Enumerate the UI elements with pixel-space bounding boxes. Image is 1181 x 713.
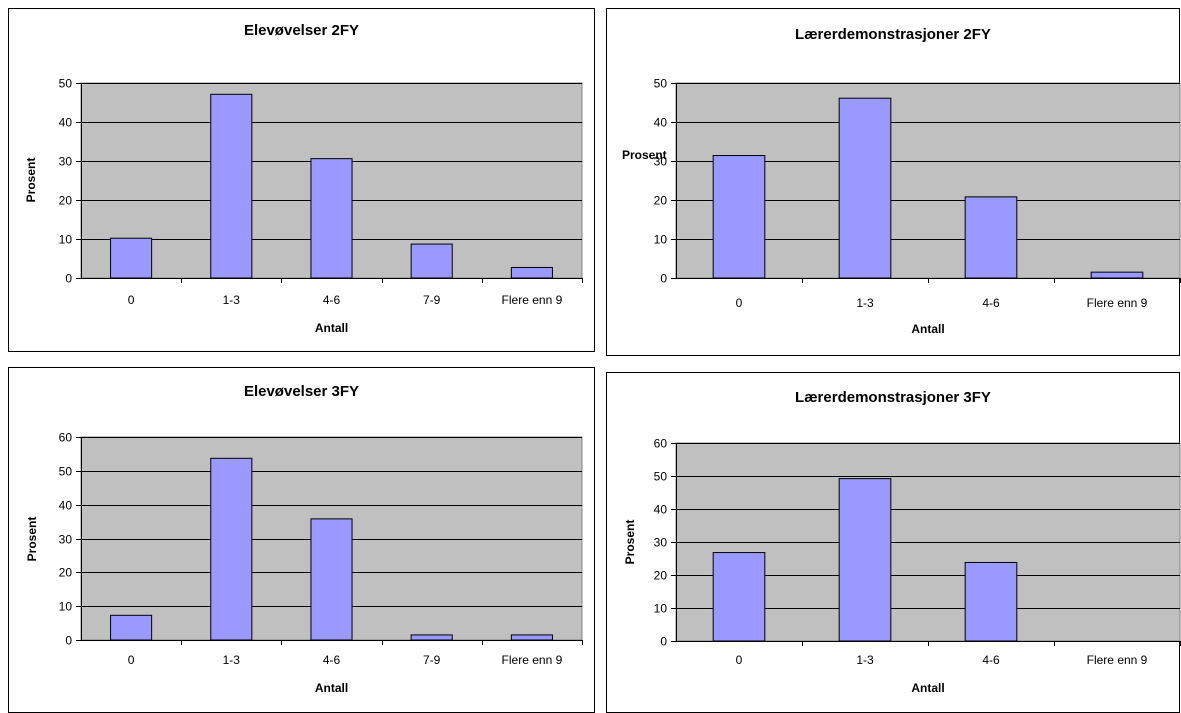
chart-title: Lærerdemonstrasjoner 3FY: [795, 389, 991, 406]
chart-svg: 0 10 20 30 40 50 0 1-3 4-6 7-9 Flere enn 9 Elevøvel…: [8, 8, 595, 352]
y-tick-label: 10: [59, 233, 73, 247]
y-tick-label: 10: [59, 600, 73, 614]
y-tick-label: 20: [654, 569, 668, 583]
y-axis-title: Prosent: [623, 520, 637, 565]
y-tick-label: 20: [59, 566, 73, 580]
y-tick-label: 30: [654, 155, 668, 169]
y-tick-label: 20: [654, 194, 668, 208]
x-tick-label: 1-3: [223, 293, 241, 307]
x-tick-label: 4-6: [323, 653, 341, 667]
y-tick-label: 50: [654, 77, 668, 91]
x-tick-label: 4-6: [982, 296, 1000, 310]
y-tick-label: 50: [59, 77, 73, 91]
y-tick-label: 20: [59, 194, 73, 208]
chart-svg: 0 10 20 30 40 50 0 1-3 4-6 Flere enn 9 Lærerdemons…: [606, 8, 1181, 356]
chart-elevovelser-3fy: 0 10 20 30 40 50 60 0 1-3 4-6 7-9 Flere enn 9 Elevøv…: [8, 367, 595, 713]
x-tick-label: 1-3: [856, 653, 874, 667]
x-axis-title: Antall: [315, 681, 348, 695]
y-tick-label: 50: [654, 470, 668, 484]
y-tick-label: 30: [654, 536, 668, 550]
x-tick-label: 7-9: [423, 653, 441, 667]
bar: [510, 266, 553, 279]
y-tick-label: 10: [654, 602, 668, 616]
bar: [210, 457, 253, 641]
y-tick-label: 0: [660, 635, 667, 649]
y-tick-label: 0: [65, 634, 72, 648]
y-tick-label: 40: [59, 116, 73, 130]
bar: [210, 93, 253, 279]
y-tick-label: 40: [59, 499, 73, 513]
chart-svg: 0 10 20 30 40 50 60 0 1-3 4-6 Flere enn 9 Lærerdemo…: [606, 372, 1181, 713]
chart-laererdemonstrasjoner-3fy: 0 10 20 30 40 50 60 0 1-3 4-6 Flere enn 9 Lærerdemo…: [606, 372, 1181, 713]
x-axis-title: Antall: [911, 681, 944, 695]
y-axis-title: Prosent: [25, 517, 39, 562]
x-tick-label: 0: [736, 296, 743, 310]
bar: [1090, 271, 1144, 279]
bar: [964, 561, 1018, 642]
bar: [712, 552, 766, 642]
chart-laererdemonstrasjoner-2fy: 0 10 20 30 40 50 0 1-3 4-6 Flere enn 9 Lærerdemons…: [606, 8, 1181, 356]
chart-title: Elevøvelser 2FY: [244, 22, 359, 39]
x-axis-title: Antall: [315, 321, 348, 335]
x-tick-label: 1-3: [223, 653, 241, 667]
y-tick-label: 60: [654, 437, 668, 451]
x-tick-label: Flere enn 9: [1087, 653, 1148, 667]
y-tick-label: 50: [59, 465, 73, 479]
x-tick-label: 7-9: [423, 293, 441, 307]
bar: [410, 634, 453, 641]
chart-title: Lærerdemonstrasjoner 2FY: [795, 26, 991, 43]
y-tick-label: 30: [59, 533, 73, 547]
bar: [310, 518, 353, 641]
bar: [712, 155, 766, 279]
y-tick-label: 40: [654, 503, 668, 517]
x-axis-title: Antall: [911, 322, 944, 336]
y-tick-label: 60: [59, 431, 73, 445]
bar: [410, 243, 453, 279]
bar: [510, 634, 553, 641]
bar: [964, 196, 1018, 279]
y-tick-label: 0: [660, 272, 667, 286]
y-tick-label: 10: [654, 233, 668, 247]
bar: [110, 237, 153, 279]
x-tick-label: 0: [736, 653, 743, 667]
x-tick-label: Flere enn 9: [502, 293, 563, 307]
x-tick-label: 4-6: [323, 293, 341, 307]
y-axis-title: Prosent: [24, 158, 38, 203]
chart-title: Elevøvelser 3FY: [244, 383, 359, 400]
bar: [838, 478, 892, 642]
bar: [838, 97, 892, 279]
y-tick-label: 40: [654, 116, 668, 130]
x-tick-label: Flere enn 9: [1087, 296, 1148, 310]
x-tick-label: Flere enn 9: [502, 653, 563, 667]
x-tick-label: 0: [128, 653, 135, 667]
chart-svg: 0 10 20 30 40 50 60 0 1-3 4-6 7-9 Flere enn 9 Elevøv…: [8, 367, 595, 713]
x-tick-label: 4-6: [982, 653, 1000, 667]
bar: [310, 158, 353, 279]
bar: [110, 614, 153, 641]
y-axis-title: Prosent: [622, 148, 667, 162]
y-tick-label: 30: [59, 155, 73, 169]
chart-elevovelser-2fy: 0 10 20 30 40 50 0 1-3 4-6 7-9 Flere enn 9 Elevøvel…: [8, 8, 595, 352]
x-tick-label: 0: [128, 293, 135, 307]
y-tick-label: 0: [65, 272, 72, 286]
x-tick-label: 1-3: [856, 296, 874, 310]
